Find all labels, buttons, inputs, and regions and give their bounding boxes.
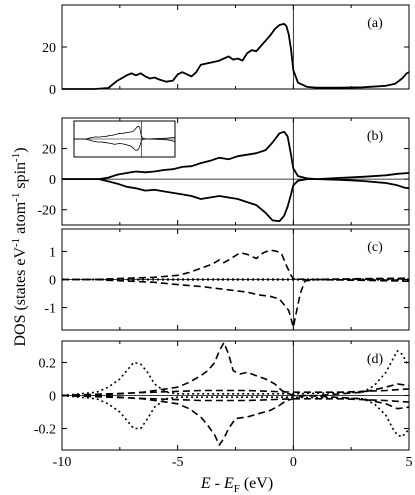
y-tick-label: 1 xyxy=(49,245,56,260)
series-line xyxy=(61,388,410,397)
xlabel-sub: F xyxy=(234,483,240,495)
panel-1: -20 0 20 (b) xyxy=(37,117,410,226)
panel-2: -1 0 1 (c) xyxy=(44,228,410,331)
panel-label: (c) xyxy=(367,240,383,255)
series-line xyxy=(62,341,410,397)
series-line xyxy=(61,394,410,438)
ylabel-sup2: -1 xyxy=(10,193,22,202)
y-axis-label: DOS (states eV-1 atom-1 spin-1) xyxy=(10,147,29,346)
y-tick-label: -20 xyxy=(37,204,56,219)
ylabel-suffix1: spin xyxy=(12,162,29,193)
panel-label: (b) xyxy=(367,129,384,144)
x-tick-label: 5 xyxy=(406,455,413,470)
series-line xyxy=(62,23,410,90)
y-tick-label: 0 xyxy=(49,390,56,405)
panel-frame xyxy=(61,4,410,90)
y-tick-label: 0.2 xyxy=(39,356,57,371)
ylabel-suffix2: ) xyxy=(12,147,29,152)
inset-plot xyxy=(73,120,176,158)
y-tick-label: 0 xyxy=(49,83,56,98)
series-line xyxy=(62,278,410,328)
series-line xyxy=(61,350,410,397)
x-tick-label: -10 xyxy=(53,455,72,470)
y-tick-label: 20 xyxy=(42,143,56,158)
xlabel-unit: (eV) xyxy=(240,475,273,492)
ylabel-sup1: -1 xyxy=(10,238,22,247)
series-line xyxy=(62,249,410,281)
inset-series-line xyxy=(74,138,176,151)
panel-3: -0.2 0 0.2 (d) -10 -5 0 5 xyxy=(34,340,413,470)
ylabel-prefix: DOS (states eV xyxy=(12,247,29,347)
y-tick-label: -0.2 xyxy=(34,423,56,438)
y-tick-label: -1 xyxy=(44,302,56,317)
panel-0: 0 20 (a) xyxy=(42,4,410,98)
series-line xyxy=(62,178,410,223)
ylabel-middle: atom xyxy=(12,201,29,238)
x-tick-label: -5 xyxy=(172,455,184,470)
y-tick-label: 20 xyxy=(42,41,56,56)
series-line xyxy=(62,394,410,446)
y-tick-label: 0 xyxy=(49,274,56,289)
x-tick-label: 0 xyxy=(290,455,297,470)
ylabel-sup3: -1 xyxy=(10,153,22,162)
xlabel-main: E - E xyxy=(200,475,234,492)
panel-label: (a) xyxy=(367,16,383,31)
series-line xyxy=(61,394,410,403)
y-tick-label: 0 xyxy=(49,173,56,188)
x-axis-label: E - EF (eV) xyxy=(200,475,273,495)
panel-label: (d) xyxy=(367,352,384,367)
